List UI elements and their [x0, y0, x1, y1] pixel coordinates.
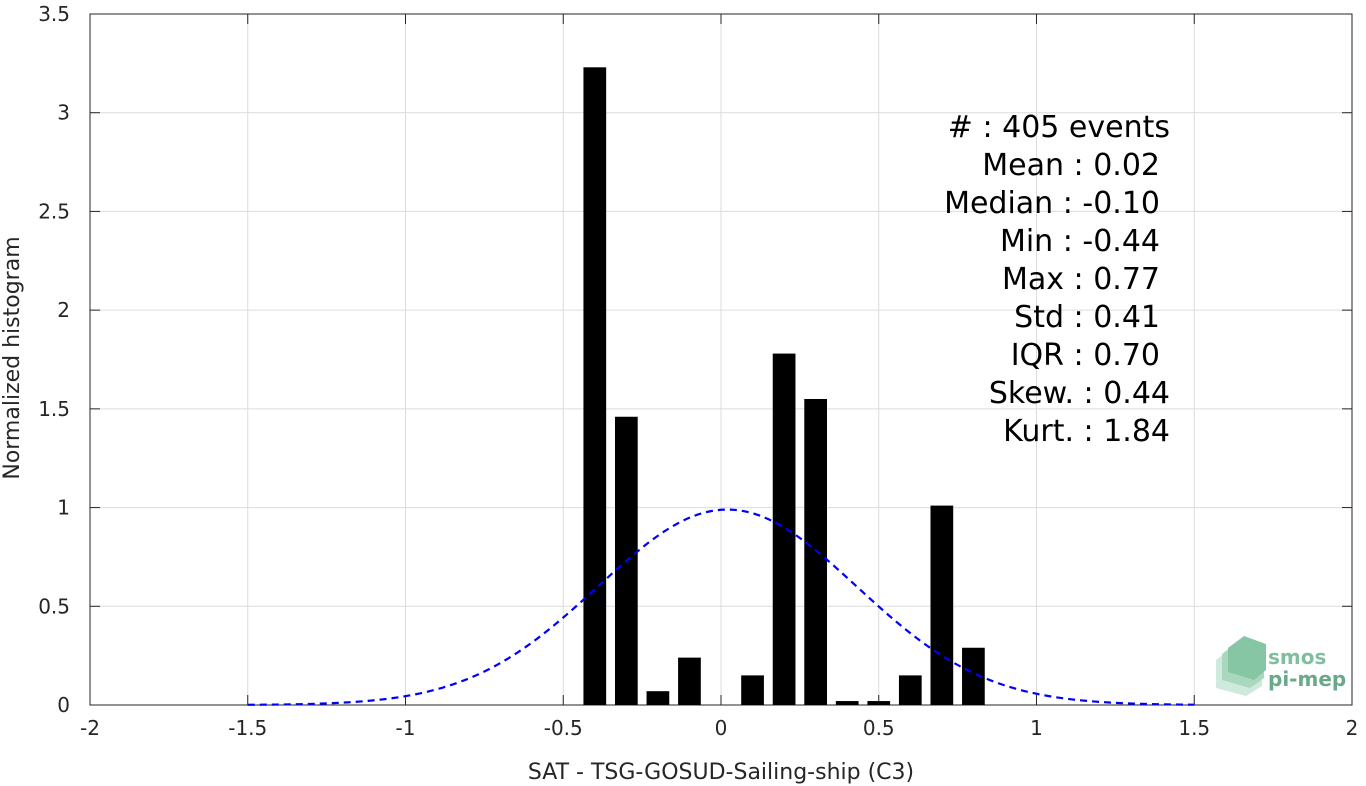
y-tick-label: 3 — [57, 101, 70, 125]
stat-label: Max — [1002, 262, 1074, 297]
x-axis-label: SAT - TSG-GOSUD-Sailing-ship (C3) — [528, 760, 914, 785]
y-tick-label: 1.5 — [38, 397, 70, 421]
stat-label: Mean — [982, 148, 1073, 183]
stat-label: IQR — [1011, 338, 1074, 373]
stat-value: : -0.10 — [1063, 186, 1160, 221]
smos-pi-mep-logo: smos pi-mep — [1216, 636, 1346, 696]
stat-line: # : 405 events — [948, 110, 1170, 145]
y-tick-label: 0 — [57, 693, 70, 717]
x-tick-label: -2 — [80, 716, 100, 740]
stat-line: Mean : 0.02 — [982, 148, 1160, 183]
histogram-bars — [583, 67, 985, 705]
x-tick-labels: -2 -1.5 -1 -0.5 0 0.5 1 1.5 2 — [80, 716, 1358, 740]
histogram-bar — [741, 675, 764, 705]
stat-line: Max : 0.77 — [1002, 262, 1160, 297]
x-tick-label: -0.5 — [544, 716, 583, 740]
stat-line: Skew. : 0.44 — [989, 376, 1170, 411]
histogram-bar — [772, 353, 796, 705]
axes-frame — [89, 13, 1353, 706]
stat-label: Kurt. — [1003, 414, 1083, 449]
stat-value: : -0.44 — [1063, 224, 1160, 259]
x-tick-label: -1 — [396, 716, 416, 740]
stat-label: # — [948, 110, 983, 145]
stat-label: Min — [1000, 224, 1063, 259]
x-tick-label: -1.5 — [228, 716, 267, 740]
stat-value: : 0.02 — [1074, 148, 1160, 183]
y-tick-label: 2 — [57, 298, 70, 322]
stat-value: : 0.70 — [1074, 338, 1160, 373]
histogram-bar — [867, 701, 891, 705]
stat-value: : 405 events — [982, 110, 1170, 145]
histogram-bar — [835, 701, 859, 705]
y-tick-label: 0.5 — [38, 594, 70, 618]
histogram-bar — [804, 398, 828, 705]
y-axis-label: Normalized histogram — [0, 236, 25, 479]
stat-line: Min : -0.44 — [1000, 224, 1160, 259]
stat-value: : 0.77 — [1074, 262, 1160, 297]
stat-value: : 0.44 — [1084, 376, 1170, 411]
histogram-bar — [962, 647, 985, 705]
stat-value: : 0.41 — [1074, 300, 1160, 335]
logo-line1: smos — [1268, 645, 1326, 669]
y-tick-label: 3.5 — [38, 2, 70, 26]
histogram-bar — [583, 67, 607, 705]
histogram-bar — [898, 675, 922, 705]
x-tick-label: 0 — [715, 716, 728, 740]
histogram-bar — [646, 691, 670, 705]
x-tick-label: 2 — [1346, 716, 1359, 740]
gaussian-fit — [247, 508, 1195, 706]
stat-line: Median : -0.10 — [944, 186, 1160, 221]
stat-label: Skew. — [989, 376, 1084, 411]
stat-line: Kurt. : 1.84 — [1003, 414, 1170, 449]
gaussian-fit-line — [247, 508, 1195, 706]
stat-label: Std — [1014, 300, 1073, 335]
histogram-bar — [930, 505, 954, 705]
stat-line: IQR : 0.70 — [1011, 338, 1160, 373]
y-tick-label: 2.5 — [38, 199, 70, 223]
y-tick-labels: 0 0.5 1 1.5 2 2.5 3 3.5 — [38, 2, 70, 717]
x-tick-label: 0.5 — [863, 716, 895, 740]
stat-value: : 1.84 — [1084, 414, 1170, 449]
y-tick-label: 1 — [57, 496, 70, 520]
stat-label: Median — [944, 186, 1063, 221]
x-tick-label: 1.5 — [1178, 716, 1210, 740]
logo-stack-icon — [1216, 636, 1266, 696]
stat-line: Std : 0.41 — [1014, 300, 1160, 335]
histogram-bar — [678, 657, 701, 705]
logo-line2: pi-mep — [1268, 667, 1346, 691]
x-tick-label: 1 — [1030, 716, 1043, 740]
